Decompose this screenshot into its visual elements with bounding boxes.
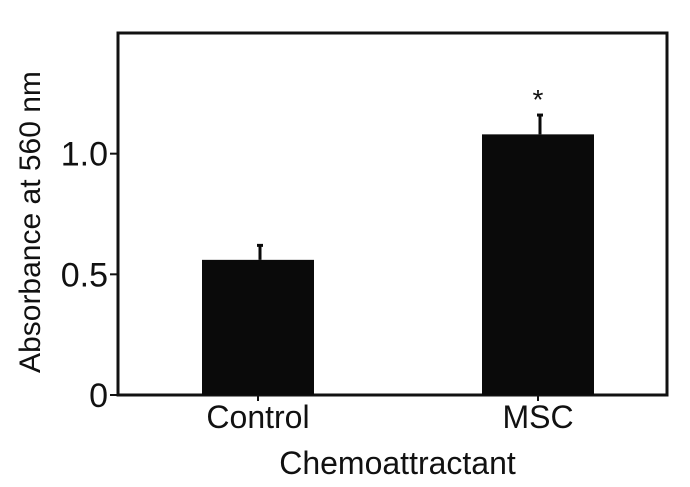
significance-marker: * [533,84,544,115]
y-axis-ticks: 0 0.5 1.0 [61,136,118,415]
y-axis-label: Absorbance at 560 nm [14,71,47,373]
y-tick-label: 0 [89,377,108,415]
x-axis-categories: Control MSC [206,395,574,435]
plot-frame [116,31,669,397]
x-tick-label-msc: MSC [502,399,573,435]
plot-area-border [116,31,669,397]
annotations: * [533,84,544,115]
x-tick-label-control: Control [206,399,309,435]
y-tick-label: 0.5 [61,256,108,294]
bars [202,134,594,396]
x-axis-label: Chemoattractant [279,445,516,481]
y-tick-label: 1.0 [61,136,108,174]
bar-control [202,259,314,395]
error-bars [257,113,543,260]
bar-msc [482,134,594,396]
